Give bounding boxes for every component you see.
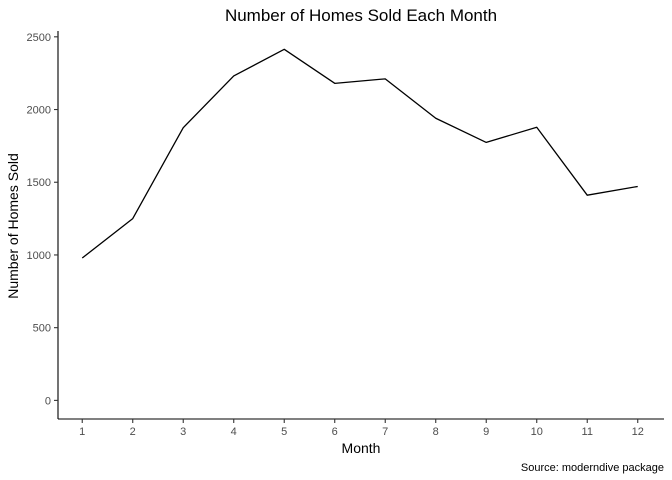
x-tick-label: 1 <box>79 426 85 438</box>
x-tick-label: 7 <box>382 426 388 438</box>
chart-title: Number of Homes Sold Each Month <box>225 6 497 25</box>
x-tick-label: 11 <box>582 426 593 438</box>
x-tick-label: 9 <box>483 426 489 438</box>
x-tick-label: 3 <box>180 426 186 438</box>
x-tick-label: 10 <box>531 426 543 438</box>
x-axis-title: Month <box>342 440 381 456</box>
x-tick-label: 2 <box>130 426 136 438</box>
y-tick-label: 1500 <box>27 177 51 189</box>
y-tick-label: 0 <box>45 395 51 407</box>
y-tick-label: 2500 <box>27 32 51 44</box>
x-axis: 1 2 3 4 5 6 7 8 9 10 11 12 <box>58 418 664 438</box>
y-tick-label: 2000 <box>27 105 51 117</box>
y-tick-label: 500 <box>33 323 51 335</box>
series-line <box>81 48 638 259</box>
x-tick-label: 4 <box>231 426 237 438</box>
series-layer <box>81 48 638 259</box>
x-tick-label: 6 <box>332 426 338 438</box>
chart-caption: Source: moderndive package <box>521 462 664 474</box>
y-tick-label: 1000 <box>27 250 51 262</box>
x-tick-label: 8 <box>433 426 439 438</box>
x-tick-label: 12 <box>632 426 644 438</box>
x-tick-label: 5 <box>281 426 287 438</box>
y-axis-title: Number of Homes Sold <box>5 153 21 299</box>
y-axis: 0 500 1000 1500 2000 2500 <box>27 31 59 419</box>
